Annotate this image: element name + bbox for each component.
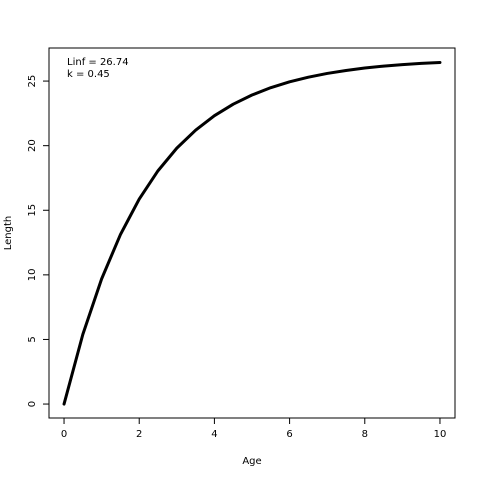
y-tick-label: 20 — [27, 139, 38, 152]
y-tick-label: 25 — [27, 75, 38, 88]
y-tick-label: 15 — [27, 204, 38, 217]
y-tick-label: 5 — [27, 336, 38, 342]
x-tick-label: 2 — [136, 429, 142, 440]
annotation: Linf = 26.74 — [67, 57, 129, 68]
y-axis-label: Length — [3, 216, 14, 251]
x-tick-label: 0 — [61, 429, 67, 440]
x-axis-label: Age — [242, 456, 261, 467]
y-tick-label: 10 — [27, 268, 38, 281]
annotation: k = 0.45 — [67, 69, 110, 80]
x-tick-label: 8 — [362, 429, 368, 440]
x-tick-label: 10 — [434, 429, 447, 440]
x-tick-label: 6 — [286, 429, 292, 440]
x-tick-label: 4 — [211, 429, 217, 440]
plot-frame — [48, 47, 456, 419]
y-tick-label: 0 — [27, 401, 38, 407]
line — [62, 60, 442, 406]
